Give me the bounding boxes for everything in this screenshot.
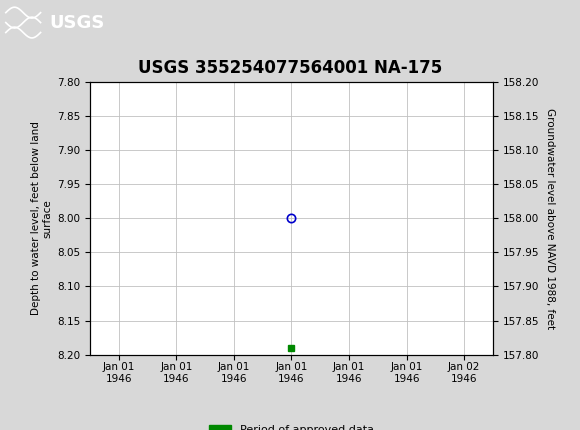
Y-axis label: Depth to water level, feet below land
surface: Depth to water level, feet below land su…	[31, 121, 53, 315]
Legend: Period of approved data: Period of approved data	[205, 420, 379, 430]
Text: USGS: USGS	[49, 14, 104, 31]
Y-axis label: Groundwater level above NAVD 1988, feet: Groundwater level above NAVD 1988, feet	[545, 108, 555, 329]
Text: USGS 355254077564001 NA-175: USGS 355254077564001 NA-175	[138, 59, 442, 77]
